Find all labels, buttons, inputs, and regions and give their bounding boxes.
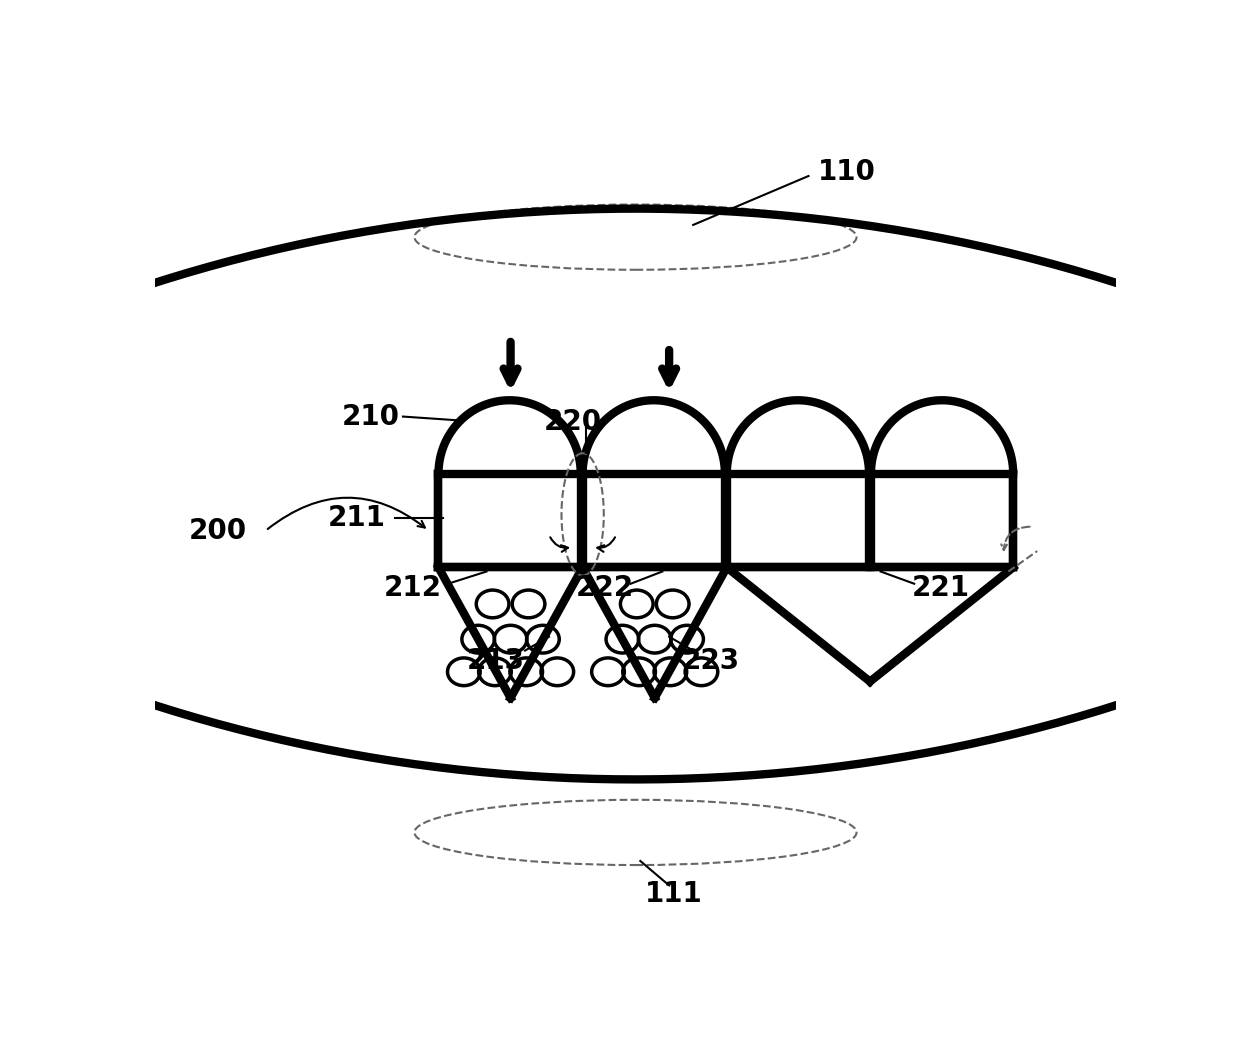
Text: 212: 212 (383, 574, 441, 602)
Text: 223: 223 (682, 647, 739, 676)
Text: 200: 200 (188, 517, 247, 544)
Text: 111: 111 (645, 880, 703, 908)
Text: 220: 220 (544, 409, 603, 436)
Text: 221: 221 (913, 574, 970, 602)
Text: 110: 110 (818, 158, 875, 186)
Text: 210: 210 (342, 402, 401, 431)
Text: 222: 222 (575, 574, 634, 602)
Text: 211: 211 (327, 504, 386, 533)
Text: 213: 213 (467, 647, 526, 676)
